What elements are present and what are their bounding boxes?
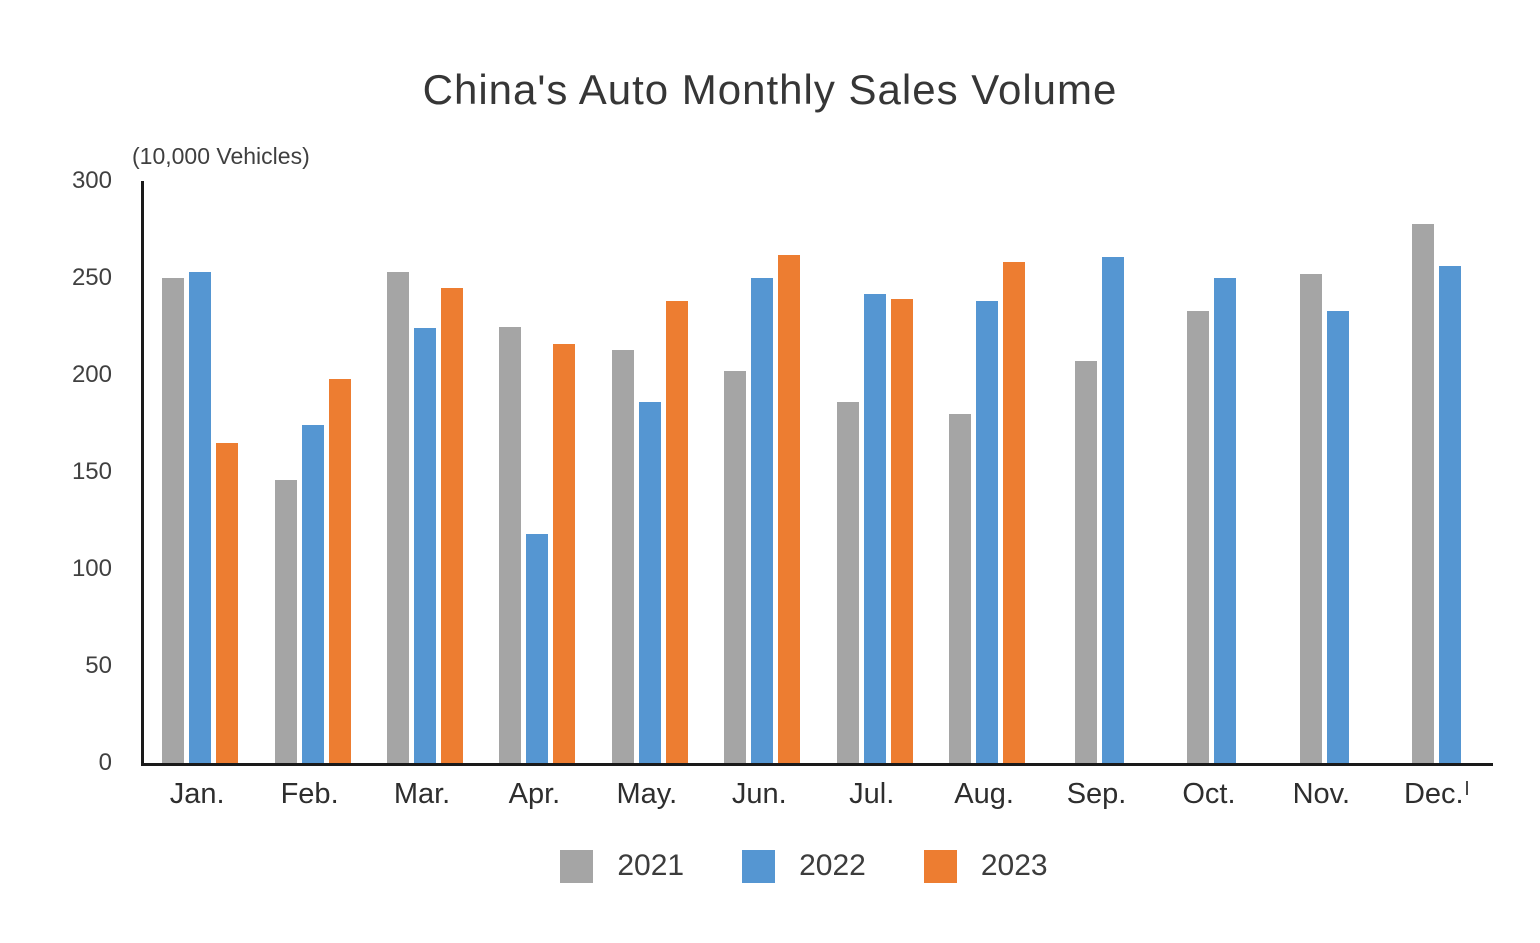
y-tick-label-100: 100 [71,555,112,582]
bar-2022-mar [414,328,437,763]
x-label-feb: Feb. [280,778,339,810]
bar-group-jan [144,181,256,763]
x-label-jul: Jul. [849,778,895,810]
bar-2023-jul [890,299,913,763]
y-tick-label-0: 0 [98,749,112,776]
bar-2021-sep [1075,361,1098,763]
y-tick-label-200: 200 [71,361,112,388]
bar-2022-jun [751,278,774,763]
bar-2023-apr [553,343,576,763]
bar-2021-jun [724,371,747,763]
bar-2022-jan [189,272,212,763]
bar-2021-feb [274,479,297,763]
bar-2023-jun [778,254,801,763]
chart-title: China's Auto Monthly Sales Volume [422,66,1118,113]
bar-2023-mar [441,287,464,763]
bar-2022-sep [1102,256,1125,763]
legend-item-2021: 2021 [560,849,684,883]
bar-group-oct [1156,181,1268,763]
bar-2021-apr [499,326,522,763]
legend-swatch-2021 [560,849,594,883]
bar-2022-aug [976,301,999,763]
x-label-may: May. [616,778,678,810]
bar-group-aug [931,181,1043,763]
x-label-mar: Mar. [393,778,451,810]
bar-group-apr [481,181,593,763]
bar-2021-may [611,349,634,763]
bar-2022-may [638,402,661,763]
bar-2021-aug [949,413,972,763]
x-label-oct: Oct. [1182,778,1236,810]
y-tick-label-250: 250 [71,264,112,291]
legend-item-2023: 2023 [923,849,1048,883]
y-tick-label-150: 150 [71,458,112,485]
x-label-jun: Jun. [731,778,787,810]
x-label-dec: Dec. [1403,778,1464,810]
bar-2021-jan [162,278,185,763]
legend-item-2022: 2022 [742,849,866,883]
x-label-jan: Jan. [169,778,225,810]
bar-2021-nov [1299,274,1322,763]
legend-label: 2022 [799,849,866,882]
legend-swatch-2022 [742,849,776,883]
bar-2023-feb [328,378,351,763]
bar-2022-jul [863,293,886,763]
bar-2022-oct [1214,278,1237,763]
bar-2023-jan [216,442,239,763]
x-label-nov: Nov. [1292,778,1351,810]
bar-2022-apr [526,534,549,763]
bar-2021-mar [387,272,410,763]
unit-label: (10,000 Vehicles) [132,143,310,169]
bar-2022-feb [301,425,324,763]
cursor-artifact [1466,781,1468,795]
bar-group-mar [369,181,481,763]
bar-2022-dec [1439,266,1462,763]
bar-2021-dec [1412,223,1435,763]
bar-group-dec [1381,181,1493,763]
legend-label: 2021 [617,849,685,882]
bar-2021-jul [836,402,859,763]
legend: 2021 2022 2023 [0,849,1540,883]
bar-group-jul [819,181,931,763]
x-label-apr: Apr. [508,778,561,810]
bar-2023-may [665,301,688,763]
bar-group-may [594,181,706,763]
x-label-aug: Aug. [954,778,1014,810]
bar-group-nov [1268,181,1380,763]
x-label-sep: Sep. [1066,778,1127,810]
y-tick-label-50: 50 [85,652,112,679]
legend-label: 2023 [980,849,1048,882]
y-tick-label-300: 300 [71,167,112,194]
bar-group-sep [1043,181,1155,763]
bar-group-feb [256,181,368,763]
bar-2023-aug [1003,262,1026,763]
legend-swatch-2023 [923,849,957,883]
bar-group-jun [706,181,818,763]
plot-area [141,181,1493,766]
bar-2021-oct [1187,310,1210,763]
bar-2022-nov [1326,310,1349,763]
